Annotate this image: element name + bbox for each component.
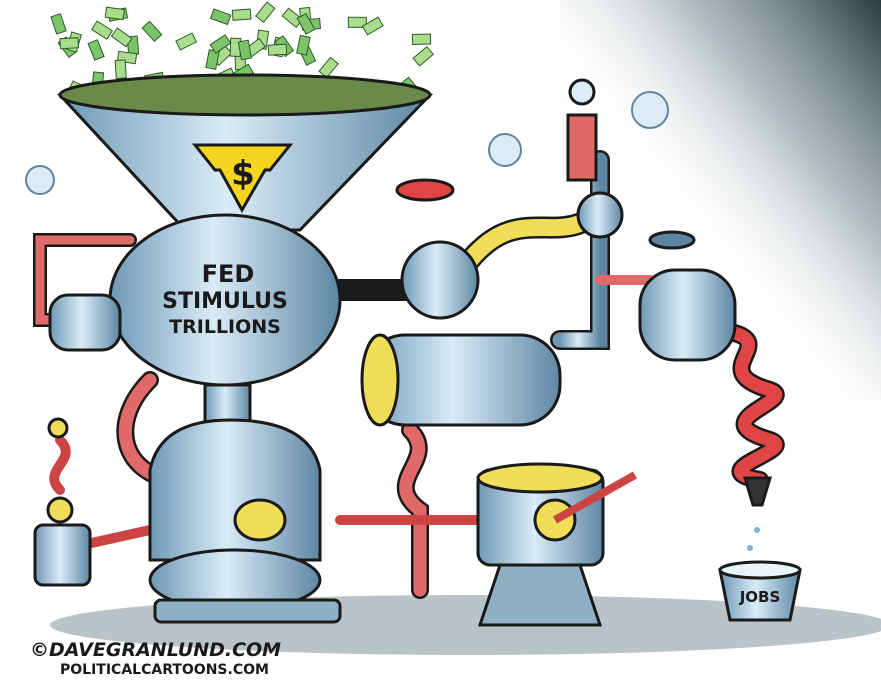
money-bill xyxy=(110,27,133,48)
valve-wheel xyxy=(395,178,455,202)
steam xyxy=(25,91,669,195)
money-bill xyxy=(91,20,114,40)
money-bill xyxy=(231,8,252,21)
bucket-rim xyxy=(718,560,802,580)
money-bill xyxy=(237,39,252,61)
spiral-pipe xyxy=(713,323,783,487)
money-bill xyxy=(347,16,367,28)
money-bill xyxy=(267,43,288,56)
nozzle xyxy=(742,476,773,507)
funnel-rim xyxy=(58,73,432,117)
bucket-label: JOBS xyxy=(739,588,781,606)
tank-label-line: TRILLIONS xyxy=(169,316,281,338)
money-bill xyxy=(296,34,311,56)
pressure-gauge xyxy=(568,78,596,106)
credit: POLITICALCARTOONS.COM xyxy=(60,662,269,678)
money-bill xyxy=(361,16,384,36)
valve-wheel xyxy=(648,230,696,250)
machine-base xyxy=(477,563,603,627)
tank-label-line: STIMULUS xyxy=(162,289,288,314)
right-tank xyxy=(638,268,737,362)
money-bill xyxy=(411,33,432,45)
money-bill xyxy=(281,7,304,29)
money-bill xyxy=(114,59,127,80)
money-bill xyxy=(318,56,339,79)
drop xyxy=(747,545,753,551)
pressure-tube xyxy=(566,113,598,182)
dollar-symbol: $ xyxy=(231,154,255,194)
spring-ball xyxy=(46,496,74,524)
money-bill xyxy=(209,8,232,26)
steam-puff xyxy=(631,91,669,129)
crank-handle xyxy=(553,471,637,524)
cylinder-cap xyxy=(360,333,400,427)
junction xyxy=(400,240,480,320)
spring-ball xyxy=(47,417,69,439)
money-bill xyxy=(412,45,435,67)
steam-puff xyxy=(25,165,55,195)
steam-puff xyxy=(488,133,522,167)
lower-tank xyxy=(148,418,322,562)
money-bill xyxy=(59,37,79,50)
money-bill xyxy=(209,34,232,54)
money-bill xyxy=(255,1,276,24)
arrow-sign xyxy=(191,143,294,214)
tank-base xyxy=(153,598,342,624)
money-bill xyxy=(141,20,163,43)
valve-box xyxy=(48,293,122,352)
junction xyxy=(576,191,624,239)
money-bill xyxy=(50,13,67,35)
money-bill xyxy=(296,12,316,35)
spring-canister xyxy=(33,523,92,587)
drop xyxy=(754,527,760,533)
money-bill xyxy=(175,32,198,51)
money-bill xyxy=(87,39,105,61)
credit: ©DAVEGRANLUND.COM xyxy=(30,639,281,661)
tank-label-line: FED xyxy=(202,260,255,288)
machine-lid xyxy=(476,462,604,494)
gauge xyxy=(233,498,287,542)
money-bill xyxy=(104,6,125,21)
